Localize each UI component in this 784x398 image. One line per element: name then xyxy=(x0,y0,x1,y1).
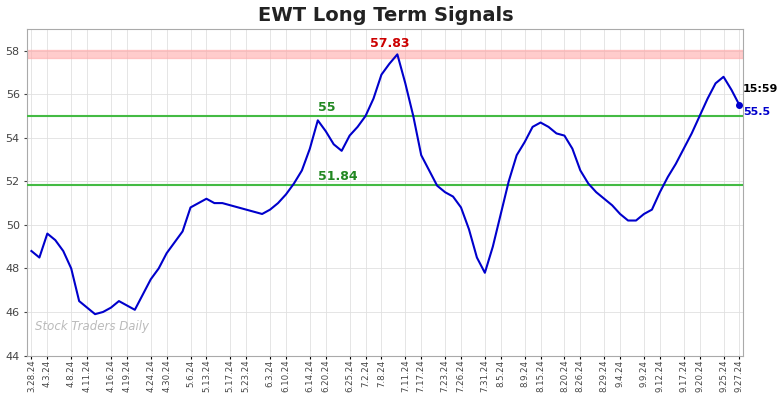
Text: 57.83: 57.83 xyxy=(369,37,409,50)
Text: 15:59: 15:59 xyxy=(743,84,779,94)
Title: EWT Long Term Signals: EWT Long Term Signals xyxy=(258,6,514,25)
Text: Stock Traders Daily: Stock Traders Daily xyxy=(34,320,149,333)
Bar xyxy=(27,51,743,58)
Text: 55: 55 xyxy=(318,101,336,114)
Text: 55.5: 55.5 xyxy=(743,107,770,117)
Text: 51.84: 51.84 xyxy=(318,170,358,183)
